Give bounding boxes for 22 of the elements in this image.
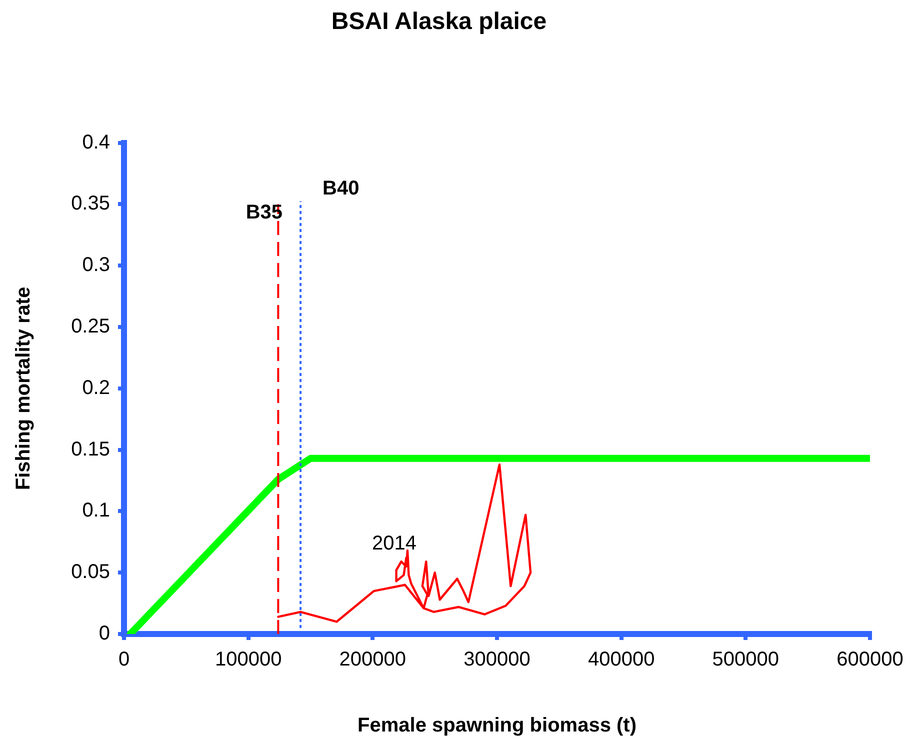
y-tick-label: 0.05	[71, 561, 110, 584]
y-tick-label: 0.25	[71, 316, 110, 338]
x-tick-label: 400000	[588, 648, 655, 671]
ref-line-label: B35	[246, 202, 283, 224]
x-tick-label: 200000	[339, 648, 406, 671]
x-tick-label: 600000	[836, 648, 904, 671]
y-tick-label: 0.35	[71, 192, 110, 215]
y-axis-title: Fishing mortality rate	[12, 286, 35, 490]
annotation: 2014	[372, 532, 416, 554]
y-tick-label: 0.4	[82, 131, 110, 154]
y-tick-label: 0	[98, 622, 110, 645]
y-tick-label: 0.15	[71, 438, 110, 460]
y-tick-label: 0.2	[82, 376, 110, 399]
x-axis-title: Female spawning biomass (t)	[358, 714, 636, 737]
x-tick-label: 300000	[464, 648, 530, 671]
ref-line-label: B40	[322, 178, 360, 200]
x-tick-label: 0	[118, 648, 130, 671]
x-tick-label: 500000	[712, 648, 780, 671]
y-tick-label: 0.1	[82, 500, 110, 522]
y-tick-label: 0.3	[82, 254, 110, 276]
chart-title: BSAI Alaska plaice	[331, 8, 547, 36]
x-tick-label: 100000	[214, 648, 282, 671]
